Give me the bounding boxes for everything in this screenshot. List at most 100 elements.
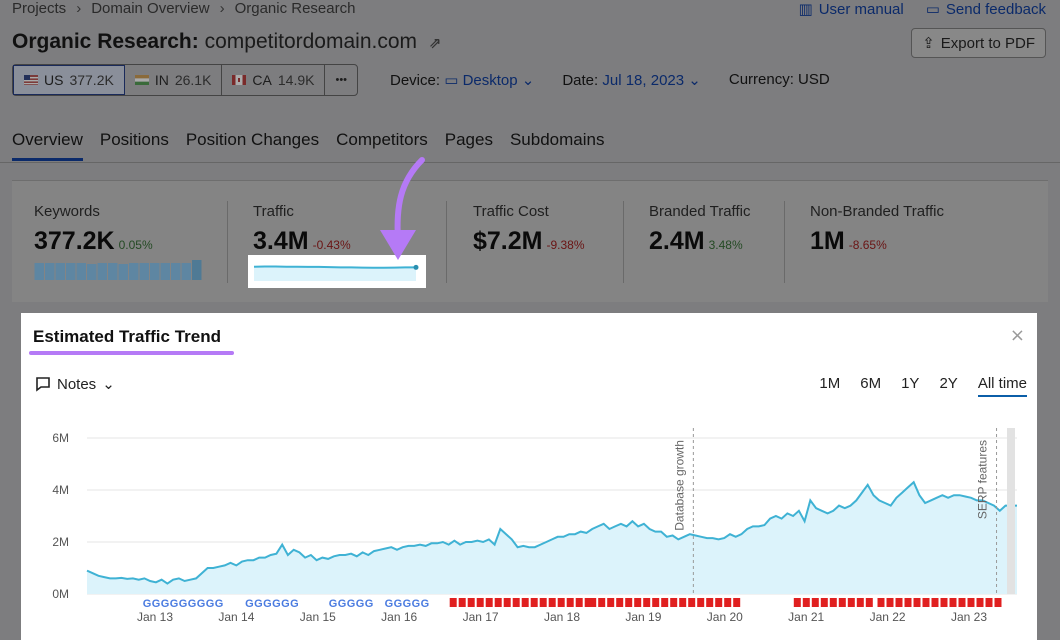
- database-in[interactable]: IN 26.1K: [125, 65, 223, 95]
- google-update-marker: G: [281, 598, 290, 610]
- google-update-marker: G: [290, 598, 299, 610]
- event-marker: [967, 598, 975, 607]
- event-marker: [922, 598, 930, 607]
- x-tick-label: Jan 14: [218, 610, 254, 624]
- metric-change: -9.38%: [546, 238, 585, 252]
- range-1m[interactable]: 1M: [819, 375, 841, 392]
- event-marker: [652, 598, 660, 607]
- x-tick-label: Jan 23: [951, 610, 987, 624]
- traffic-trend-panel: Estimated Traffic Trend × Notes ⌄ 1M 6M …: [21, 313, 1037, 640]
- event-marker: [670, 598, 678, 607]
- breadcrumb: Projects › Domain Overview › Organic Res…: [12, 0, 355, 17]
- traffic-sparkline-highlight: [248, 255, 426, 288]
- export-pdf-button[interactable]: ⇪ Export to PDF: [911, 28, 1046, 58]
- database-selector: US 377.2K IN 26.1K CA 14.9K •••: [12, 64, 359, 96]
- panel-title: Estimated Traffic Trend: [33, 327, 221, 346]
- more-databases-button[interactable]: •••: [325, 65, 357, 95]
- notes-dropdown[interactable]: Notes ⌄: [35, 375, 115, 393]
- event-marker: [949, 598, 957, 607]
- x-tick-label: Jan 13: [137, 610, 173, 624]
- google-update-marker: G: [272, 598, 281, 610]
- event-marker: [913, 598, 921, 607]
- metric-non-branded-traffic[interactable]: Non-Branded Traffic 1M -8.65%: [810, 203, 944, 256]
- metric-branded-traffic[interactable]: Branded Traffic 2.4M 3.48%: [649, 203, 750, 256]
- google-update-marker: G: [421, 598, 430, 610]
- close-icon[interactable]: ×: [1009, 325, 1025, 346]
- x-tick-label: Jan 17: [463, 610, 499, 624]
- range-2y[interactable]: 2Y: [939, 375, 958, 392]
- google-update-marker: G: [206, 598, 215, 610]
- metric-traffic-cost[interactable]: Traffic Cost $7.2M -9.38%: [473, 203, 585, 256]
- event-marker: [607, 598, 615, 607]
- event-marker: [557, 598, 565, 607]
- event-marker: [688, 598, 696, 607]
- event-marker: [566, 598, 574, 607]
- user-manual-label: User manual: [818, 1, 904, 18]
- google-update-marker: G: [215, 598, 224, 610]
- breadcrumb-organic-research: Organic Research: [234, 0, 356, 17]
- page-title-domain: competitordomain.com: [204, 30, 418, 53]
- metrics-summary: Keywords 377.2K 0.05% Traffic 3.4M -0.43% …: [12, 180, 1048, 302]
- y-tick-label: 0M: [52, 587, 69, 601]
- metric-keywords[interactable]: Keywords 377.2K 0.05%: [34, 203, 202, 285]
- event-marker: [458, 598, 466, 607]
- metric-traffic[interactable]: Traffic 3.4M -0.43%: [253, 203, 351, 256]
- event-marker: [931, 598, 939, 607]
- metric-divider: [623, 201, 624, 283]
- tab-competitors[interactable]: Competitors: [336, 130, 428, 149]
- breadcrumb-domain-overview[interactable]: Domain Overview: [91, 0, 210, 17]
- tab-subdomains[interactable]: Subdomains: [509, 130, 605, 149]
- send-feedback-link[interactable]: ▭ Send feedback: [926, 0, 1046, 18]
- chevron-down-icon: ⌄: [521, 72, 535, 89]
- y-tick-label: 4M: [52, 483, 69, 497]
- tab-positions[interactable]: Positions: [99, 130, 169, 149]
- traffic-sparkline-point: [413, 264, 419, 270]
- metric-divider: [784, 201, 785, 283]
- page-title-label: Organic Research:: [12, 30, 199, 53]
- google-update-marker: G: [170, 598, 179, 610]
- date-value: Jul 18, 2023: [602, 72, 685, 89]
- keywords-sparkline-bar: [34, 263, 44, 280]
- notes-label: Notes: [57, 375, 97, 393]
- google-update-marker: G: [161, 598, 170, 610]
- database-ca[interactable]: CA 14.9K: [222, 65, 326, 95]
- external-link-icon[interactable]: ⇗: [428, 34, 442, 52]
- event-marker: [847, 598, 855, 607]
- tab-overview[interactable]: Overview: [12, 130, 83, 161]
- event-marker: [715, 598, 723, 607]
- current-period-band: [1007, 428, 1015, 594]
- range-6m[interactable]: 6M: [860, 375, 882, 392]
- top-links: ▥ User manual ▭ Send feedback: [799, 0, 1047, 18]
- chevron-down-icon: ⌄: [688, 72, 701, 89]
- x-tick-label: Jan 18: [544, 610, 580, 624]
- event-marker: [485, 598, 493, 607]
- breadcrumb-projects[interactable]: Projects: [12, 0, 67, 17]
- database-us[interactable]: US 377.2K: [13, 65, 125, 95]
- event-marker: [697, 598, 705, 607]
- user-manual-link[interactable]: ▥ User manual: [799, 0, 904, 18]
- google-update-marker: G: [152, 598, 161, 610]
- keywords-sparkline-bar: [87, 264, 97, 280]
- device-filter[interactable]: Device: ▭ Desktop ⌄: [390, 71, 534, 89]
- tab-divider: [0, 162, 1060, 163]
- more-icon: •••: [335, 74, 348, 86]
- google-update-marker: G: [143, 598, 152, 610]
- keywords-sparkline-bar: [150, 263, 160, 280]
- tab-position-changes[interactable]: Position Changes: [185, 130, 320, 149]
- range-all-time[interactable]: All time: [977, 375, 1027, 397]
- range-1y[interactable]: 1Y: [901, 375, 920, 392]
- event-marker: [643, 598, 651, 607]
- metric-label: Traffic: [253, 203, 294, 220]
- metric-value: 377.2K: [34, 227, 115, 255]
- event-marker: [865, 598, 873, 607]
- event-marker: [985, 598, 993, 607]
- date-filter[interactable]: Date: Jul 18, 2023 ⌄: [562, 71, 701, 89]
- metric-label: Traffic Cost: [473, 203, 549, 220]
- database-in-count: 26.1K: [174, 72, 212, 88]
- tab-bar: Overview Positions Position Changes Comp…: [12, 130, 604, 161]
- keywords-sparkline-bar: [76, 263, 86, 280]
- tab-pages[interactable]: Pages: [444, 130, 493, 149]
- x-tick-label: Jan 22: [870, 610, 906, 624]
- keywords-sparkline-bar: [129, 263, 139, 280]
